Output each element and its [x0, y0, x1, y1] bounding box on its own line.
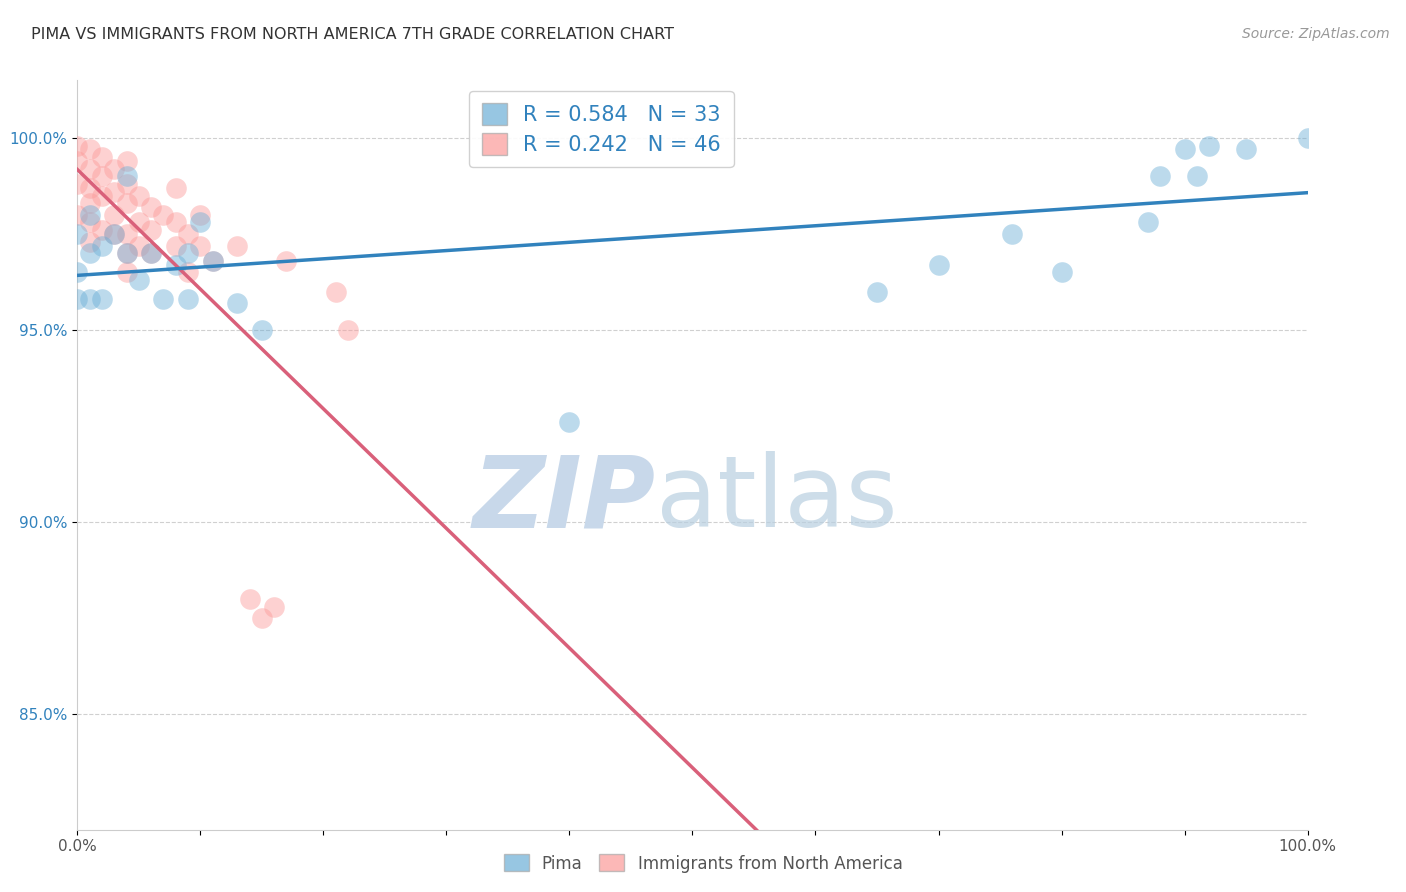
Point: [188, 215, 212, 229]
Point: [128, 188, 150, 202]
Point: [165, 181, 187, 195]
Point: [79, 196, 101, 211]
Point: [226, 238, 249, 252]
Legend: R = 0.584   N = 33, R = 0.242   N = 46: R = 0.584 N = 33, R = 0.242 N = 46: [470, 91, 734, 168]
Point: [325, 285, 347, 299]
Point: [79, 161, 101, 176]
Point: [79, 235, 101, 249]
Point: [1174, 143, 1197, 157]
Point: [115, 153, 138, 168]
Point: [165, 215, 187, 229]
Point: [66, 208, 89, 222]
Point: [141, 246, 163, 260]
Point: [115, 196, 138, 211]
Point: [66, 293, 89, 307]
Point: [177, 293, 200, 307]
Point: [115, 246, 138, 260]
Point: [1050, 265, 1073, 279]
Point: [103, 185, 125, 199]
Point: [141, 200, 163, 214]
Point: [165, 258, 187, 272]
Point: [165, 238, 187, 252]
Point: [66, 265, 89, 279]
Point: [90, 223, 114, 237]
Point: [79, 215, 101, 229]
Point: [250, 611, 273, 625]
Point: [115, 227, 138, 241]
Point: [558, 415, 581, 429]
Point: [201, 253, 224, 268]
Point: [115, 169, 138, 184]
Point: [1149, 169, 1171, 184]
Point: [90, 293, 114, 307]
Point: [152, 293, 174, 307]
Point: [115, 265, 138, 279]
Text: atlas: atlas: [655, 451, 897, 549]
Point: [115, 246, 138, 260]
Point: [1234, 143, 1257, 157]
Point: [239, 592, 262, 607]
Legend: Pima, Immigrants from North America: Pima, Immigrants from North America: [496, 847, 910, 880]
Point: [90, 188, 114, 202]
Point: [90, 169, 114, 184]
Point: [276, 253, 298, 268]
Point: [128, 238, 150, 252]
Text: PIMA VS IMMIGRANTS FROM NORTH AMERICA 7TH GRADE CORRELATION CHART: PIMA VS IMMIGRANTS FROM NORTH AMERICA 7T…: [31, 27, 673, 42]
Text: ZIP: ZIP: [472, 451, 655, 549]
Point: [226, 296, 249, 310]
Point: [79, 181, 101, 195]
Point: [79, 293, 101, 307]
Point: [103, 208, 125, 222]
Point: [188, 208, 212, 222]
Point: [128, 273, 150, 287]
Point: [177, 246, 200, 260]
Point: [1198, 138, 1220, 153]
Y-axis label: 7th Grade: 7th Grade: [0, 417, 3, 493]
Point: [79, 208, 101, 222]
Text: Source: ZipAtlas.com: Source: ZipAtlas.com: [1241, 27, 1389, 41]
Point: [141, 246, 163, 260]
Point: [928, 258, 950, 272]
Point: [1185, 169, 1208, 184]
Point: [250, 323, 273, 337]
Point: [103, 161, 125, 176]
Point: [115, 177, 138, 191]
Point: [79, 246, 101, 260]
Point: [103, 227, 125, 241]
Point: [66, 177, 89, 191]
Point: [66, 153, 89, 168]
Point: [90, 150, 114, 164]
Point: [141, 223, 163, 237]
Point: [337, 323, 360, 337]
Point: [152, 208, 174, 222]
Point: [177, 265, 200, 279]
Point: [90, 238, 114, 252]
Point: [79, 143, 101, 157]
Point: [1001, 227, 1024, 241]
Point: [263, 599, 285, 614]
Point: [1296, 131, 1319, 145]
Point: [201, 253, 224, 268]
Point: [66, 138, 89, 153]
Point: [103, 227, 125, 241]
Point: [177, 227, 200, 241]
Point: [1136, 215, 1159, 229]
Point: [188, 238, 212, 252]
Point: [866, 285, 889, 299]
Point: [66, 227, 89, 241]
Point: [128, 215, 150, 229]
